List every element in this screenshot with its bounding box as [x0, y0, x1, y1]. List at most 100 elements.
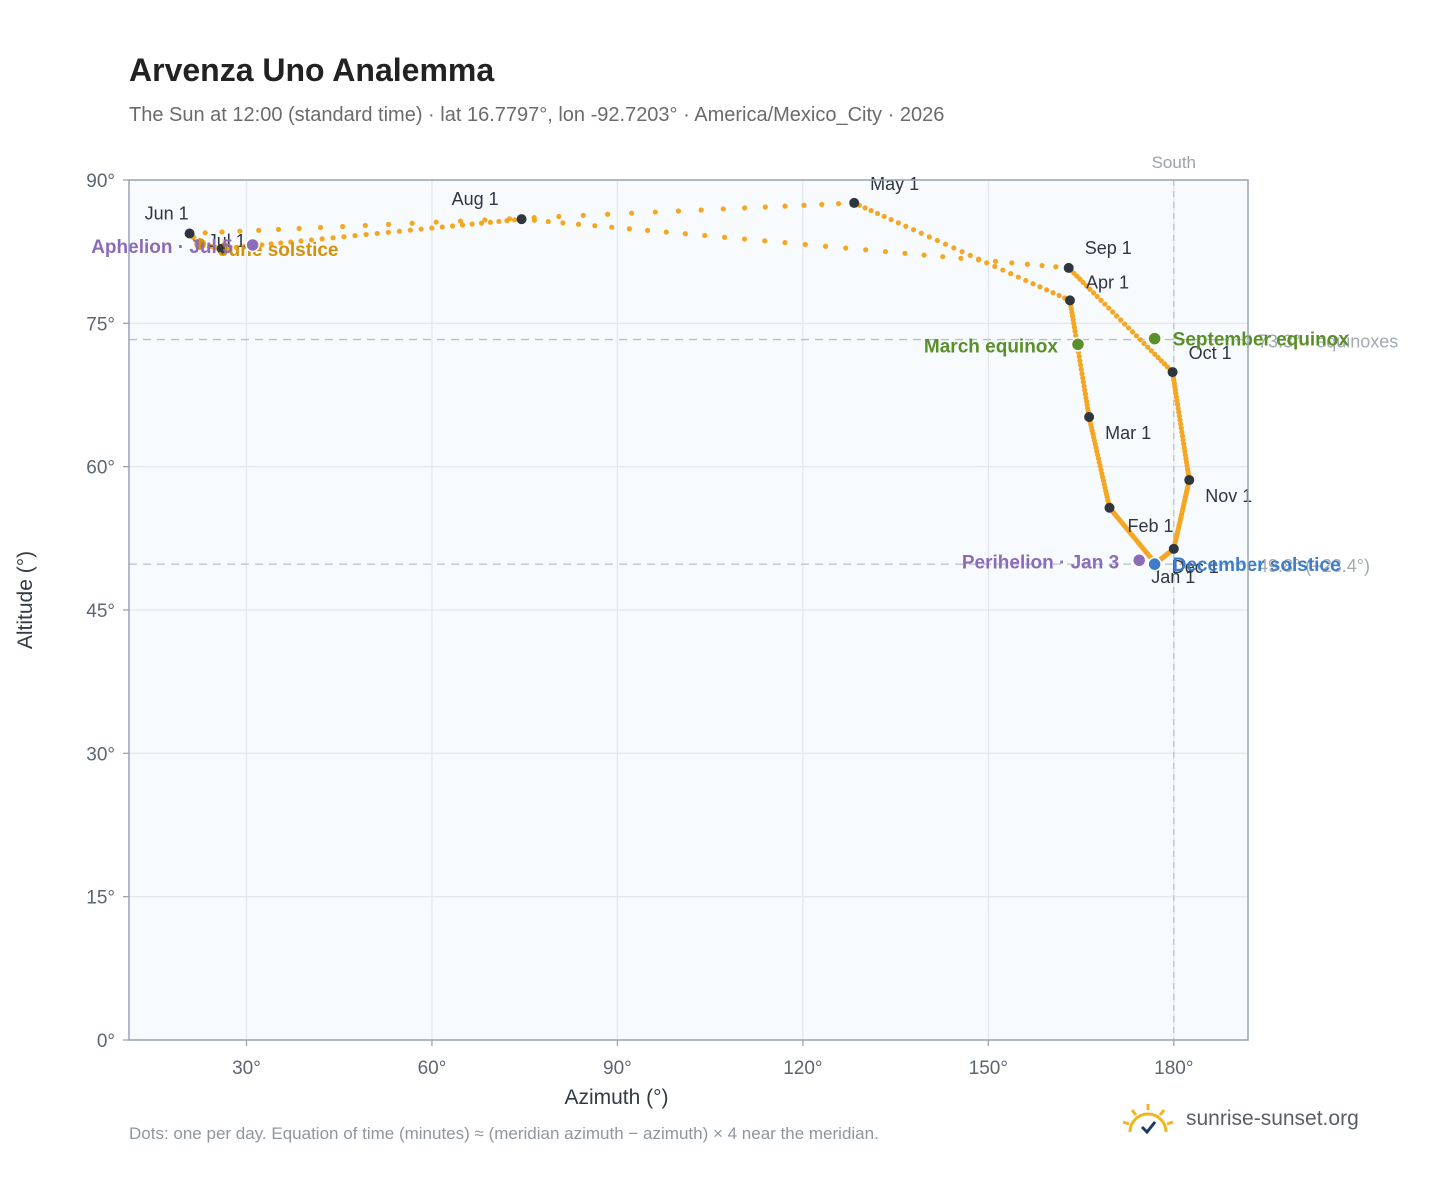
day-dot — [940, 254, 946, 260]
day-dot — [934, 237, 940, 244]
day-dot — [219, 229, 225, 235]
day-dot — [449, 223, 456, 229]
day-dot — [984, 260, 990, 266]
day-dot — [742, 205, 748, 211]
day-dot — [433, 219, 439, 225]
day-dot — [580, 212, 586, 218]
day-dot — [1087, 286, 1093, 292]
month-label: Mar 1 — [1105, 423, 1151, 443]
event-marker — [192, 236, 208, 252]
y-tick-label: 75° — [86, 314, 115, 335]
day-dot — [385, 221, 392, 227]
day-dot — [951, 245, 957, 251]
brand-logo[interactable]: sunrise-sunset.org — [1120, 1102, 1359, 1136]
day-dot — [720, 206, 726, 212]
day-dot — [298, 238, 304, 244]
month-marker — [184, 228, 195, 239]
day-dot — [1106, 305, 1112, 311]
day-dot — [459, 222, 466, 228]
day-dot — [992, 263, 998, 270]
day-dot — [1080, 279, 1086, 285]
day-dot — [903, 223, 909, 229]
day-dot — [1148, 348, 1154, 354]
day-dot — [626, 226, 632, 232]
day-dot — [1181, 441, 1187, 447]
axes: 30° 60° 90° 120° 150° 180° 0° 15° 30° 45° 60° 75° 90… — [14, 171, 1193, 1109]
day-dot — [967, 252, 973, 259]
month-marker — [1168, 543, 1179, 554]
day-dot — [469, 221, 475, 227]
day-dot — [652, 209, 658, 215]
event-label: March equinox — [924, 336, 1059, 357]
month-markers: Jan 1 Feb 1 Mar 1 Apr 1 May 1 Jun 1 Jul 1 Aug 1… — [145, 174, 1253, 587]
month-marker — [516, 214, 527, 225]
day-dot — [1098, 297, 1104, 303]
day-dot — [560, 220, 566, 226]
day-dot — [874, 210, 881, 217]
day-dot — [1030, 281, 1036, 287]
day-dot — [721, 234, 728, 240]
footnote: Dots: one per day. Equation of time (min… — [129, 1124, 879, 1143]
day-dot — [482, 217, 488, 223]
day-dot — [835, 201, 842, 207]
month-label: Apr 1 — [1086, 272, 1129, 292]
day-dot — [782, 240, 788, 246]
day-dot — [926, 234, 932, 240]
day-dot — [644, 227, 651, 233]
reference-line-label: 49.8° (−23.4°) — [1258, 556, 1370, 576]
day-dot — [531, 217, 538, 223]
day-dot — [288, 239, 294, 245]
month-marker — [1064, 295, 1075, 306]
day-dot — [762, 204, 768, 210]
day-dot — [1082, 387, 1088, 393]
day-dot — [237, 228, 243, 234]
day-dot — [275, 226, 282, 233]
day-dot — [1071, 324, 1077, 330]
day-dot — [1050, 290, 1056, 296]
event-label: Aphelion · Jul 5 — [91, 237, 233, 258]
day-dot — [341, 234, 347, 240]
day-dot — [1081, 383, 1087, 389]
day-dot — [340, 223, 346, 230]
day-dot — [1000, 267, 1006, 273]
day-dot — [1056, 292, 1062, 299]
day-dot — [319, 236, 325, 242]
day-dot — [487, 219, 493, 225]
day-dot — [1141, 340, 1147, 347]
month-marker — [1084, 411, 1095, 422]
day-dot — [1076, 353, 1082, 360]
day-dot — [1176, 413, 1182, 419]
day-dot — [1024, 261, 1030, 267]
month-label: Nov 1 — [1205, 486, 1252, 506]
day-dot — [457, 218, 464, 224]
day-dot — [762, 238, 768, 244]
day-dot — [1155, 355, 1161, 361]
day-dot — [233, 244, 239, 250]
chart-title: Arvenza Uno Analemma — [129, 52, 495, 88]
day-dot — [1078, 366, 1084, 373]
month-label: Sep 1 — [1085, 238, 1132, 258]
day-dot — [1090, 290, 1097, 296]
day-dot — [782, 203, 788, 209]
day-dot — [1125, 325, 1132, 331]
x-tick-label: 150° — [969, 1058, 1008, 1079]
day-dot — [1094, 293, 1100, 300]
day-dot — [1009, 260, 1015, 266]
day-dot — [801, 202, 807, 208]
day-dot — [1072, 328, 1078, 334]
day-dot — [1077, 276, 1083, 282]
y-tick-label: 45° — [86, 601, 115, 622]
day-dot — [958, 255, 964, 261]
day-dot — [1023, 277, 1029, 284]
day-dot — [259, 242, 265, 248]
event-label: December solstice — [1173, 555, 1341, 576]
y-tick-label: 0° — [97, 1031, 115, 1052]
month-marker — [1184, 475, 1195, 486]
day-dot — [822, 243, 829, 249]
event-marker — [1131, 553, 1147, 568]
day-dot — [1145, 344, 1151, 350]
day-dot — [882, 248, 889, 255]
day-dot — [1080, 375, 1086, 381]
day-dot — [888, 217, 894, 223]
